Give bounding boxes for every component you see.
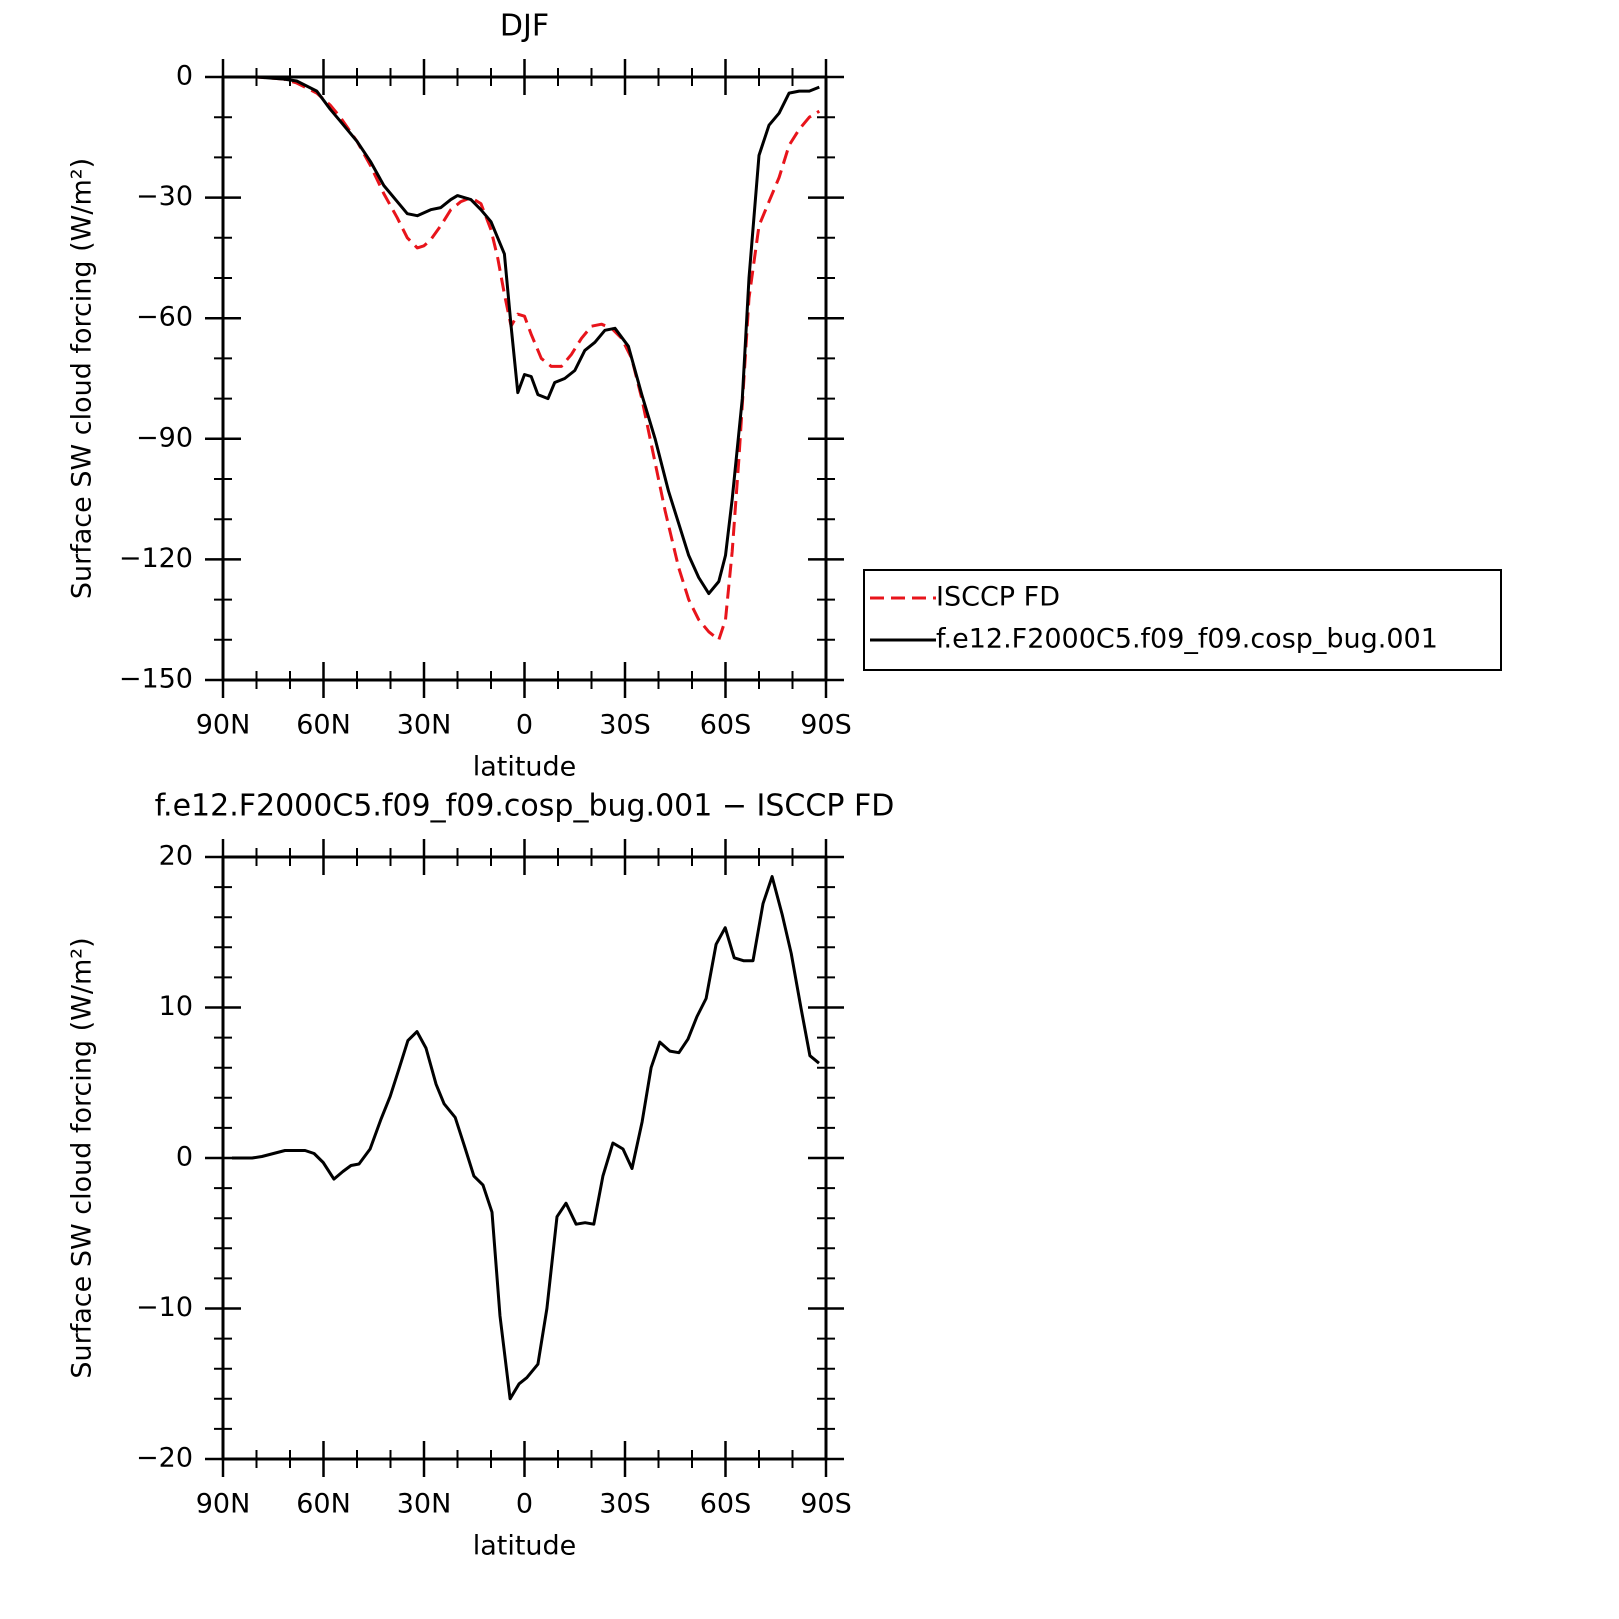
x-tick-label: 60S [700,1489,752,1520]
x-tick-label: 90S [800,710,852,741]
series-line [229,75,821,642]
y-tick-label: 0 [176,61,193,92]
x-tick-label: 0 [516,710,533,741]
y-tick-label: 0 [176,1142,193,1173]
legend-label: f.e12.F2000C5.f09_f09.cosp_bug.001 [936,624,1438,655]
y-tick-label: −60 [136,302,193,333]
y-axis-label: Surface SW cloud forcing (W/m²) [67,158,98,599]
plot-frame [221,855,828,1461]
series-line [232,875,820,1401]
series-line [229,75,820,596]
x-tick-label: 90N [196,1489,251,1520]
y-tick-label: 20 [159,841,193,872]
y-tick-label: −90 [136,422,193,453]
y-tick-label: −10 [136,1292,193,1323]
x-tick-label: 0 [516,1489,533,1520]
y-tick-label: −30 [136,181,193,212]
legend-label: ISCCP FD [936,582,1060,613]
x-tick-label: 60N [296,1489,351,1520]
chart-title: DJF [500,9,549,44]
y-tick-label: −20 [136,1443,193,1474]
y-axis-label: Surface SW cloud forcing (W/m²) [67,937,98,1378]
x-axis-label: latitude [473,752,577,783]
legend-box [863,569,1502,671]
y-tick-label: −120 [119,543,193,574]
x-tick-label: 90N [196,710,251,741]
y-tick-label: 10 [159,991,193,1022]
x-tick-label: 30S [599,1489,651,1520]
x-tick-label: 30N [397,710,452,741]
x-axis-label: latitude [473,1531,577,1562]
chart-title: f.e12.F2000C5.f09_f09.cosp_bug.001 − ISC… [155,789,895,824]
x-tick-label: 90S [800,1489,852,1520]
x-tick-label: 30N [397,1489,452,1520]
plot-frame [221,75,828,682]
y-tick-label: −150 [119,664,193,695]
x-tick-label: 60N [296,710,351,741]
x-tick-label: 60S [700,710,752,741]
x-tick-label: 30S [599,710,651,741]
